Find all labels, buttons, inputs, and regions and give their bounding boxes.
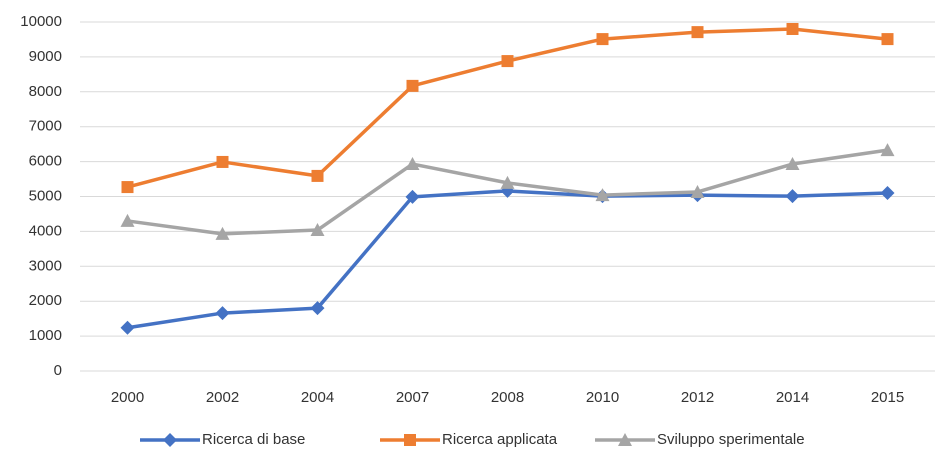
x-tick-label: 2012 [681, 389, 714, 406]
x-tick-label: 2014 [776, 389, 809, 406]
data-point [785, 189, 800, 204]
y-tick-label: 6000 [29, 153, 62, 170]
data-point [215, 306, 230, 321]
x-tick-label: 2000 [111, 389, 144, 406]
x-tick-label: 2010 [586, 389, 619, 406]
data-point [120, 213, 135, 227]
data-point [786, 22, 799, 35]
data-point [406, 79, 419, 92]
x-tick-label: 2007 [396, 389, 429, 406]
legend-label: Ricerca di base [202, 431, 305, 448]
data-point [690, 184, 705, 198]
legend-label: Ricerca applicata [442, 431, 558, 448]
legend-label: Sviluppo sperimentale [657, 431, 805, 448]
y-tick-label: 9000 [29, 48, 62, 65]
data-point [120, 320, 135, 335]
data-point [595, 188, 610, 202]
series-line [127, 27, 888, 189]
x-tick-label: 2015 [871, 389, 904, 406]
y-tick-label: 0 [54, 362, 62, 379]
legend-marker [404, 434, 416, 446]
data-point [311, 169, 324, 182]
data-point [310, 301, 325, 316]
data-point [881, 33, 894, 46]
data-point [500, 175, 515, 189]
data-point [691, 26, 704, 39]
data-point [785, 157, 800, 171]
legend-marker [618, 433, 632, 446]
y-tick-label: 1000 [29, 327, 62, 344]
y-tick-label: 10000 [20, 13, 62, 30]
y-tick-label: 5000 [29, 187, 62, 204]
data-point [215, 226, 230, 240]
x-tick-label: 2004 [301, 389, 334, 406]
x-tick-label: 2002 [206, 389, 239, 406]
data-point [310, 223, 325, 237]
series-line [127, 189, 888, 330]
data-point [405, 157, 420, 171]
data-point [880, 186, 895, 201]
data-point [121, 181, 134, 194]
x-tick-label: 2008 [491, 389, 524, 406]
data-point [880, 143, 895, 157]
y-tick-label: 3000 [29, 257, 62, 274]
y-tick-label: 4000 [29, 222, 62, 239]
data-point [405, 189, 420, 204]
data-point [596, 33, 609, 46]
y-tick-label: 2000 [29, 292, 62, 309]
data-point [216, 155, 229, 168]
data-point [501, 55, 514, 68]
y-tick-label: 8000 [29, 83, 62, 100]
y-tick-label: 7000 [29, 118, 62, 135]
legend-marker [163, 433, 177, 447]
